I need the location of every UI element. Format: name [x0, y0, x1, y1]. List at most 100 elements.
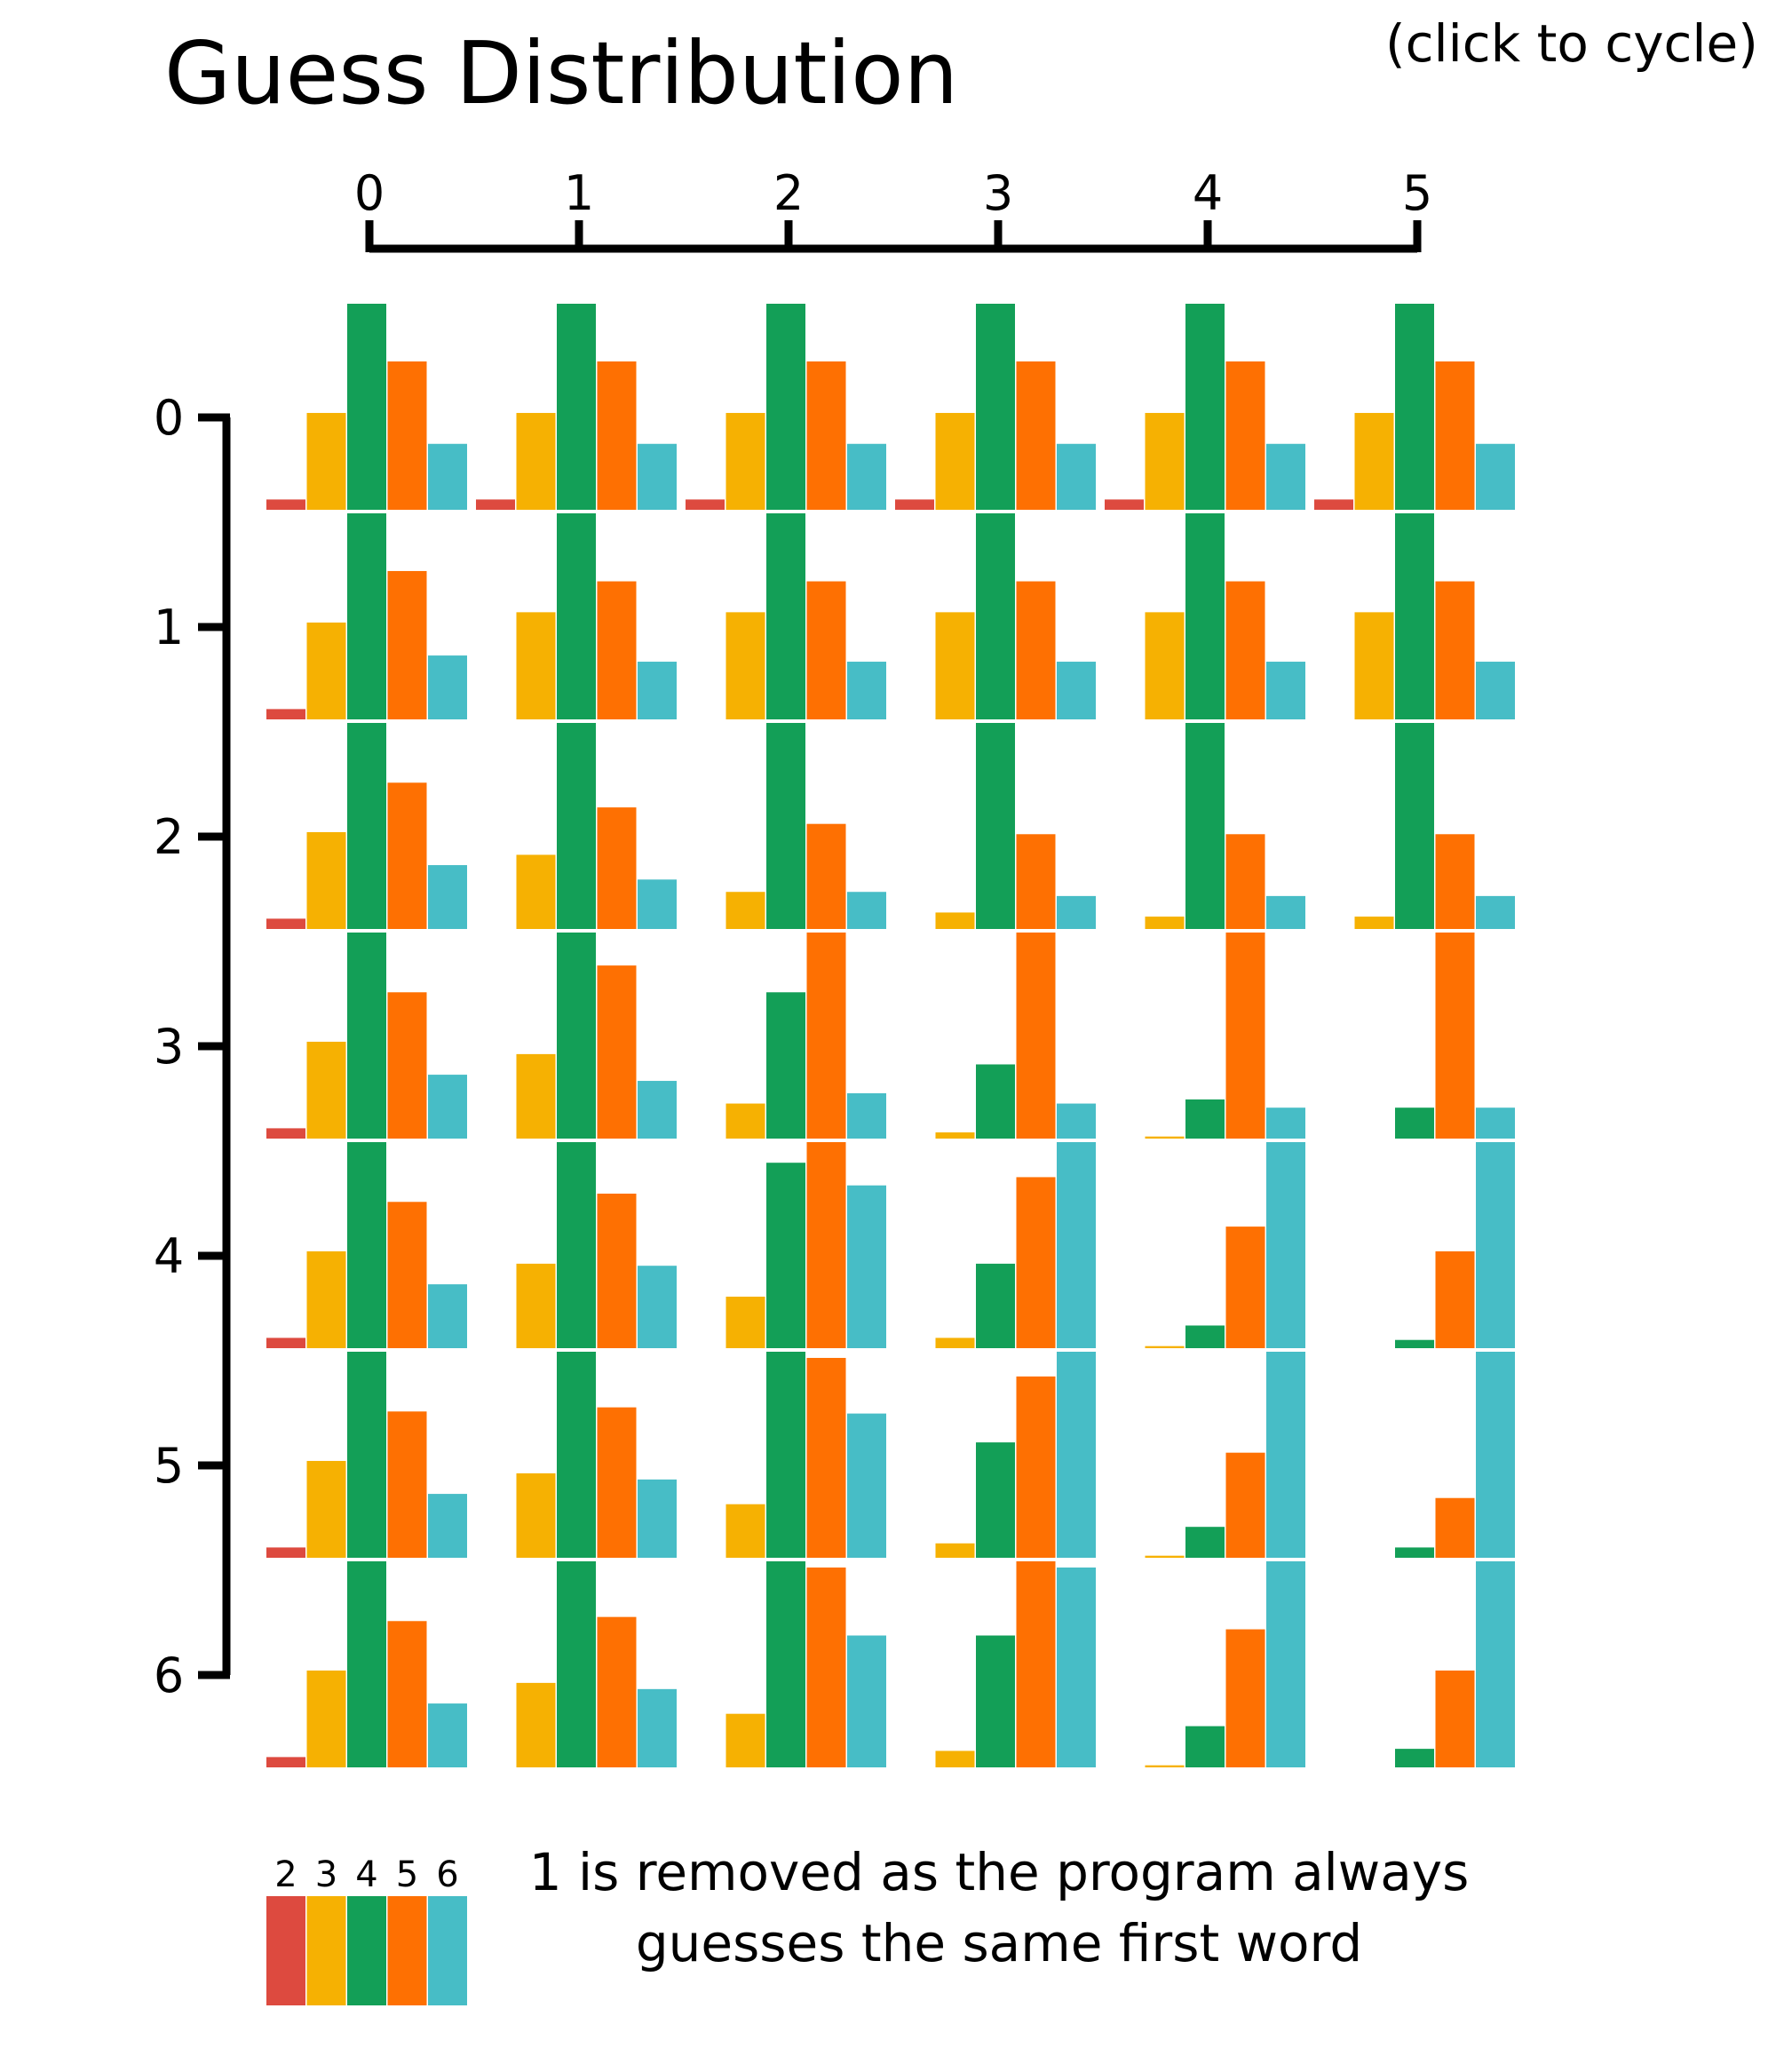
- legend-swatch-4: [347, 1896, 386, 2005]
- bar-guess-3: [516, 854, 556, 929]
- bar-guess-5: [1435, 933, 1475, 1139]
- panel-row-3-col-2: [725, 933, 886, 1139]
- bar-guess-3: [935, 612, 975, 719]
- bar-guess-4: [1185, 1527, 1225, 1558]
- bar-guess-3: [1145, 412, 1185, 510]
- panel-row-4-col-1: [516, 1142, 677, 1348]
- legend-swatch-5: [387, 1896, 427, 2005]
- bar-guess-5: [387, 992, 427, 1139]
- column-tick-label: 5: [1402, 165, 1432, 221]
- panel-row-0-col-0: [266, 304, 467, 510]
- bar-guess-3: [935, 1338, 975, 1348]
- bar-guess-6: [1476, 1142, 1515, 1348]
- bar-guess-3: [306, 1250, 346, 1348]
- legend-swatch-6: [428, 1896, 467, 2005]
- bar-guess-6: [1057, 1567, 1096, 1767]
- bar-guess-4: [557, 723, 596, 929]
- click-to-cycle-hint[interactable]: (click to cycle): [1385, 13, 1758, 74]
- bar-guess-6: [1057, 1352, 1096, 1558]
- bar-guess-3: [1145, 1346, 1185, 1348]
- bar-guess-5: [1435, 834, 1475, 929]
- bar-panels: [266, 304, 1515, 1767]
- bar-guess-3: [1145, 1136, 1185, 1139]
- column-tick-label: 4: [1193, 165, 1223, 221]
- bar-guess-6: [1266, 662, 1305, 719]
- row-tick-label: 1: [154, 599, 184, 655]
- bar-guess-6: [1476, 1107, 1515, 1139]
- bar-guess-5: [387, 361, 427, 510]
- bar-guess-4: [1185, 304, 1225, 510]
- panel-row-2-col-0: [266, 723, 467, 929]
- bar-guess-3: [306, 622, 346, 719]
- bar-guess-6: [1057, 1142, 1096, 1348]
- bar-guess-4: [557, 1142, 596, 1348]
- bar-guess-3: [725, 1713, 765, 1767]
- bar-guess-4: [766, 1561, 805, 1767]
- legend-swatch-2: [266, 1896, 305, 2005]
- bar-guess-3: [935, 412, 975, 510]
- bar-guess-5: [1435, 1250, 1475, 1348]
- bar-guess-6: [428, 443, 467, 510]
- panel-row-0-col-4: [1105, 304, 1305, 510]
- bar-guess-3: [725, 1504, 765, 1558]
- bar-guess-6: [1476, 895, 1515, 929]
- bar-guess-5: [597, 581, 637, 719]
- bar-guess-5: [387, 782, 427, 929]
- row-tick-label: 0: [154, 390, 184, 446]
- bar-guess-3: [1145, 917, 1185, 929]
- bar-guess-2: [476, 499, 515, 510]
- bar-guess-6: [638, 1081, 677, 1139]
- bar-guess-3: [306, 1670, 346, 1767]
- bar-guess-6: [1476, 1561, 1515, 1767]
- legend-note-line-2: guesses the same first word: [635, 1913, 1363, 1974]
- bar-guess-4: [557, 304, 596, 510]
- bar-guess-5: [597, 965, 637, 1139]
- bar-guess-4: [347, 723, 386, 929]
- panel-row-5-col-1: [516, 1352, 677, 1558]
- bar-guess-3: [306, 1041, 346, 1139]
- bar-guess-5: [806, 1567, 846, 1767]
- legend-swatch-3: [306, 1896, 346, 2005]
- bar-guess-6: [847, 443, 886, 510]
- bar-guess-6: [847, 1185, 886, 1348]
- bar-guess-6: [638, 1479, 677, 1558]
- panel-row-5-col-5: [1395, 1352, 1515, 1558]
- bar-guess-6: [1266, 1352, 1305, 1558]
- panel-row-4-col-5: [1395, 1142, 1515, 1348]
- panel-row-1-col-1: [516, 513, 677, 719]
- bar-guess-5: [806, 1142, 846, 1348]
- panel-row-6-col-3: [935, 1561, 1096, 1767]
- bar-guess-2: [266, 1757, 305, 1767]
- column-tick-label: 2: [773, 165, 804, 221]
- bar-guess-4: [557, 513, 596, 719]
- bar-guess-6: [428, 865, 467, 929]
- bar-guess-6: [847, 892, 886, 929]
- bar-guess-6: [847, 1413, 886, 1558]
- legend-label-6: 6: [436, 1854, 458, 1895]
- bar-guess-5: [597, 807, 637, 929]
- bar-guess-4: [766, 1163, 805, 1348]
- bar-guess-5: [597, 1194, 637, 1348]
- legend-label-2: 2: [274, 1854, 297, 1895]
- panel-row-6-col-0: [266, 1561, 467, 1767]
- bar-guess-5: [1435, 1497, 1475, 1558]
- bar-guess-6: [1266, 1107, 1305, 1139]
- bar-guess-5: [387, 1621, 427, 1767]
- panel-row-0-col-2: [686, 304, 886, 510]
- bar-guess-6: [428, 655, 467, 719]
- bar-guess-5: [597, 1616, 637, 1767]
- bar-guess-4: [347, 513, 386, 719]
- bar-guess-6: [1057, 443, 1096, 510]
- bar-guess-3: [935, 1132, 975, 1139]
- row-tick-label: 5: [154, 1438, 184, 1494]
- bar-guess-3: [306, 412, 346, 510]
- bar-guess-3: [725, 1297, 765, 1348]
- bar-guess-5: [1435, 581, 1475, 719]
- bar-guess-6: [1476, 1352, 1515, 1558]
- bar-guess-5: [1435, 1670, 1475, 1767]
- panel-row-5-col-4: [1145, 1352, 1305, 1558]
- bar-guess-3: [725, 612, 765, 719]
- bar-guess-4: [766, 513, 805, 719]
- bar-guess-4: [557, 1561, 596, 1767]
